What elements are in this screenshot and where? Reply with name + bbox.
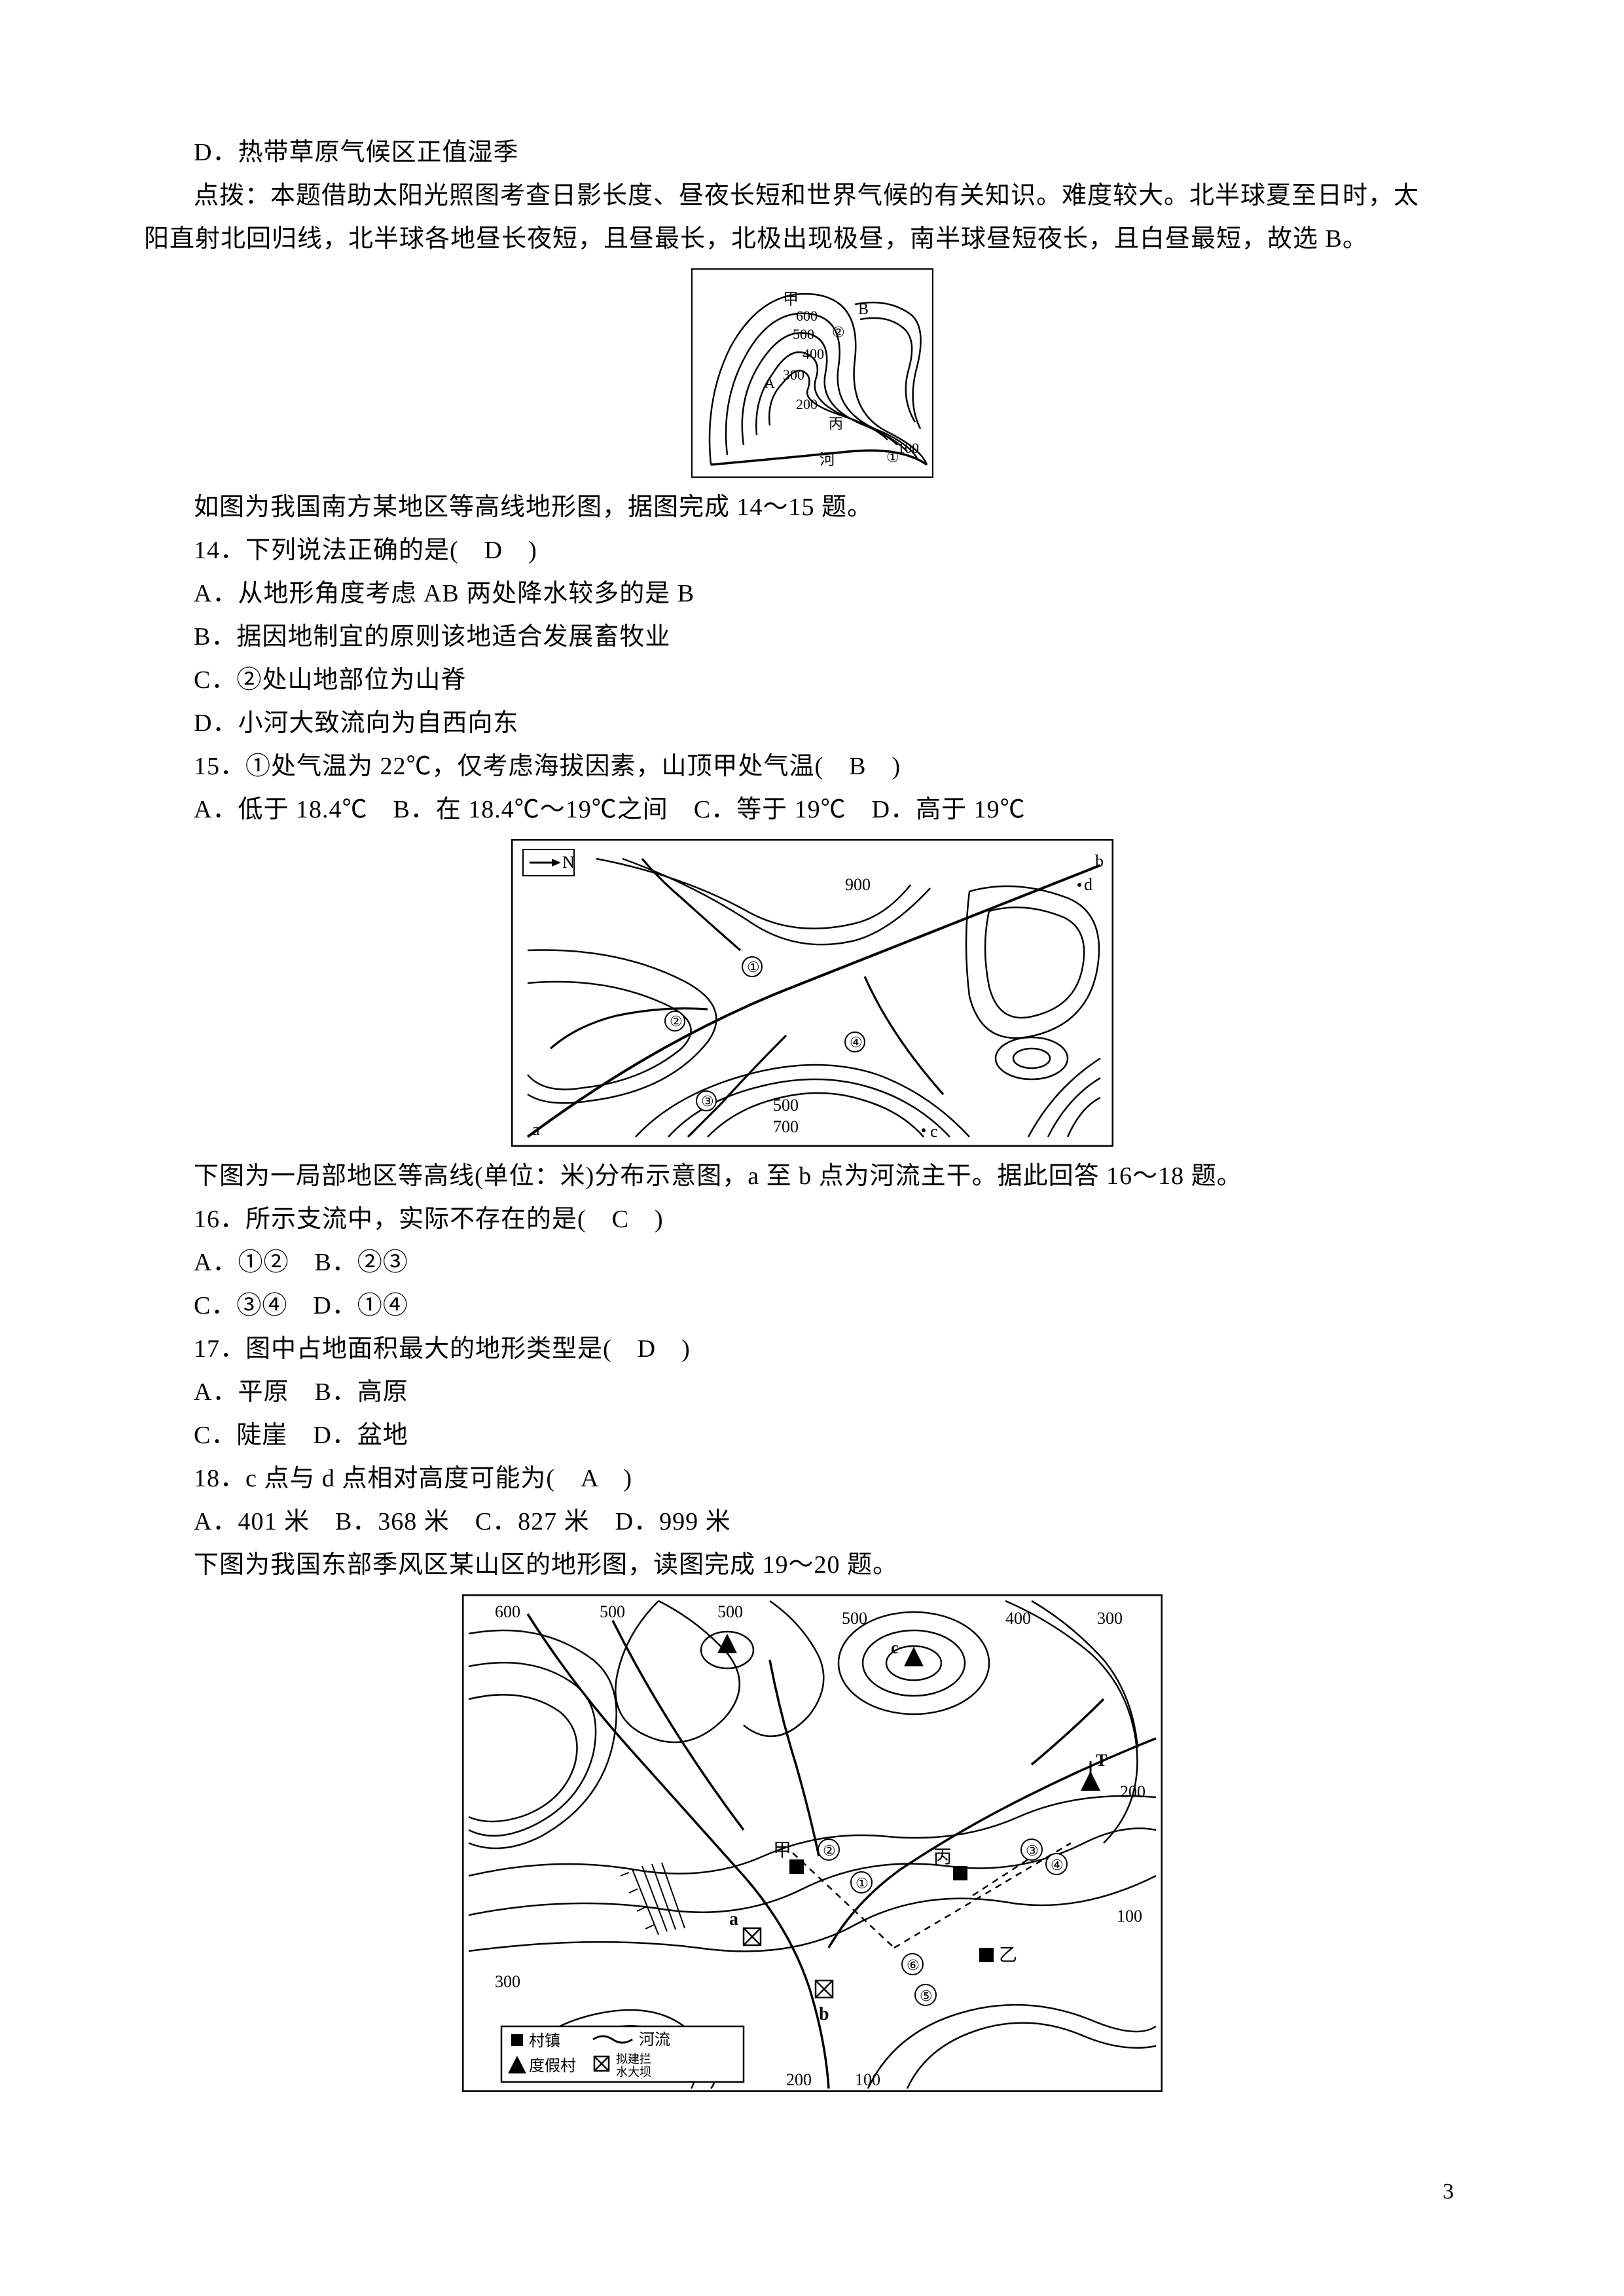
caption-fig3: 下图为我国东部季风区某山区的地形图，读图完成 19～20 题。 <box>144 1543 1480 1587</box>
svg-text:T: T <box>1096 1751 1107 1770</box>
label-a: a <box>532 1120 540 1139</box>
svg-text:河流: 河流 <box>639 2031 670 2049</box>
svg-text:N: N <box>562 853 575 872</box>
svg-text:②: ② <box>823 1842 836 1859</box>
label-n2: ② <box>832 324 845 340</box>
svg-text:甲: 甲 <box>773 1840 791 1861</box>
svg-text:丙: 丙 <box>933 1847 952 1867</box>
q17-cd: C．陡崖 D．盆地 <box>144 1414 1480 1457</box>
option-d: D．热带草原气候区正值湿季 <box>144 131 1480 174</box>
svg-text:c: c <box>891 1638 899 1657</box>
svg-text:600: 600 <box>495 1602 520 1621</box>
q14-c: C．②处山地部位为山脊 <box>144 658 1480 702</box>
hint-line-2: 阳直射北回归线，北半球各地昼长夜短，且昼最长，北极出现极昼，南半球昼短夜长，且白… <box>144 217 1480 260</box>
label-600: 600 <box>796 308 818 324</box>
caption-fig2: 下图为一局部地区等高线(单位：米)分布示意图，a 至 b 点为河流主干。据此回答… <box>144 1155 1480 1198</box>
label-c: c <box>930 1122 938 1141</box>
label-500: 500 <box>793 326 814 342</box>
hint-line-1: 点拨：本题借助太阳光照图考查日影长度、昼夜长短和世界气候的有关知识。难度较大。北… <box>144 174 1480 217</box>
svg-text:500: 500 <box>842 1609 867 1628</box>
q15-stem: 15．①处气温为 22℃，仅考虑海拔因素，山顶甲处气温( B ) <box>144 745 1480 788</box>
q14-d: D．小河大致流向为自西向东 <box>144 702 1480 745</box>
map-legend: 村镇 度假村 河流 拟建拦 水大坝 <box>501 2026 744 2082</box>
svg-text:②: ② <box>670 1013 683 1030</box>
contour-map-2: N <box>511 839 1113 1147</box>
q16-cd: C．③④ D．①④ <box>144 1284 1480 1327</box>
label-n1: ① <box>886 449 899 465</box>
label-500: 500 <box>773 1096 799 1115</box>
svg-text:①: ① <box>856 1875 869 1892</box>
svg-text:b: b <box>819 2004 829 2024</box>
label-400: 400 <box>803 346 824 362</box>
q17-stem: 17．图中占地面积最大的地形类型是( D ) <box>144 1327 1480 1371</box>
svg-text:100: 100 <box>1117 1907 1142 1926</box>
svg-text:300: 300 <box>1097 1609 1123 1628</box>
caption-fig1: 如图为我国南方某地区等高线地形图，据图完成 14～15 题。 <box>144 486 1480 529</box>
label-bing: 丙 <box>829 416 843 432</box>
svg-text:④: ④ <box>1051 1857 1064 1873</box>
q16-stem: 16．所示支流中，实际不存在的是( C ) <box>144 1198 1480 1241</box>
q14-a: A．从地形角度考虑 AB 两处降水较多的是 B <box>144 572 1480 615</box>
resort-a-icon <box>744 1928 761 1945</box>
q17-ab: A．平原 B．高原 <box>144 1371 1480 1414</box>
label-900: 900 <box>845 875 871 894</box>
svg-text:a: a <box>729 1909 738 1929</box>
label-B: B <box>858 301 869 318</box>
label-700: 700 <box>773 1117 799 1136</box>
q15-options: A．低于 18.4℃ B．在 18.4℃～19℃之间 C．等于 19℃ D．高于… <box>144 788 1480 831</box>
q14-stem: 14．下列说法正确的是( D ) <box>144 529 1480 572</box>
contour-map-3: 甲 丙 乙 a b c <box>462 1594 1163 2092</box>
svg-text:500: 500 <box>600 1602 625 1621</box>
q18-stem: 18．c 点与 d 点相对高度可能为( A ) <box>144 1457 1480 1500</box>
label-A: A <box>765 375 775 391</box>
svg-text:100: 100 <box>855 2070 880 2089</box>
label-300: 300 <box>783 367 804 383</box>
q16-ab: A．①② B．②③ <box>144 1241 1480 1284</box>
svg-text:⑤: ⑤ <box>920 1988 933 2004</box>
svg-text:乙: 乙 <box>999 1945 1017 1965</box>
legend-dam-l2: 水大坝 <box>616 2066 651 2079</box>
legend-dam-l1: 拟建拦 <box>616 2053 651 2066</box>
label-200: 200 <box>796 396 818 412</box>
svg-text:500: 500 <box>717 1602 743 1621</box>
label-jia: 甲 <box>783 291 799 308</box>
svg-text:③: ③ <box>1026 1842 1039 1859</box>
label-d: d <box>1084 875 1092 894</box>
svg-text:③: ③ <box>701 1093 714 1109</box>
svg-text:④: ④ <box>850 1034 863 1050</box>
label-river: 河 <box>820 451 835 469</box>
north-arrow-icon: N <box>523 850 575 876</box>
page-number: 3 <box>1443 2179 1454 2204</box>
svg-text:200: 200 <box>1120 1782 1146 1801</box>
svg-text:村镇: 村镇 <box>529 2032 560 2050</box>
svg-text:①: ① <box>747 959 760 975</box>
svg-text:300: 300 <box>495 1972 520 1991</box>
svg-text:⑥: ⑥ <box>907 1957 920 1973</box>
q14-b: B．据因地制宜的原则该地适合发展畜牧业 <box>144 615 1480 658</box>
label-100: 100 <box>897 440 919 456</box>
contour-map-1: 甲 600 500 400 300 200 100 A B ② ① 丙 河 <box>691 268 933 478</box>
q18-options: A．401 米 B．368 米 C．827 米 D．999 米 <box>144 1500 1480 1543</box>
label-b: b <box>1095 852 1104 870</box>
resort-b-icon <box>816 1981 833 1998</box>
svg-text:400: 400 <box>1005 1609 1031 1628</box>
svg-text:度假村: 度假村 <box>529 2057 576 2075</box>
svg-text:200: 200 <box>786 2070 812 2089</box>
